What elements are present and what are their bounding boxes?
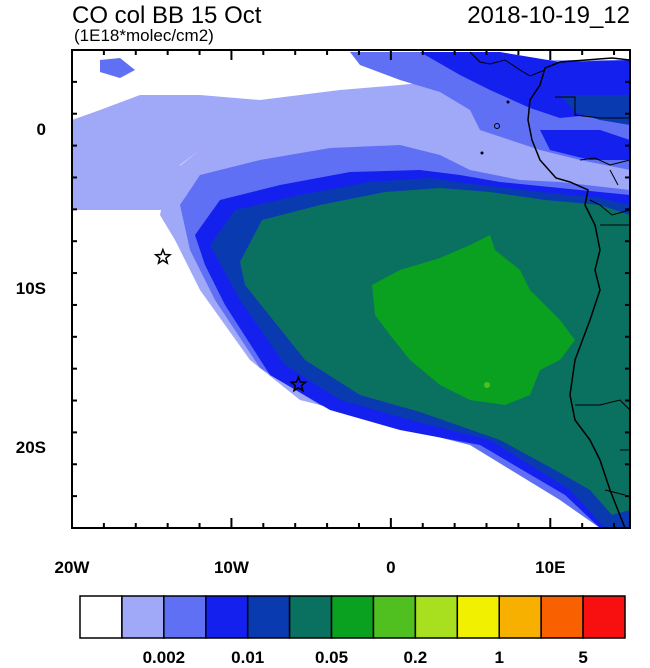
colorbar-label: 1 — [494, 648, 504, 667]
map-title: CO col BB 15 Oct — [72, 2, 262, 29]
colorbar-box — [288, 595, 333, 639]
colorbar-box — [163, 595, 207, 639]
coastline — [527, 57, 631, 529]
colorbar-box — [372, 595, 417, 639]
y-tick-label: 10S — [15, 279, 46, 298]
colorbar-label: 0.002 — [142, 648, 186, 667]
colorbar-label: 0.01 — [231, 648, 265, 667]
island — [480, 151, 484, 155]
colorbar-box — [582, 595, 626, 639]
star-marker — [289, 375, 308, 393]
y-tick-label: 20S — [15, 438, 46, 458]
colorbar-box — [330, 595, 375, 639]
colorbar-label: 0.2 — [403, 648, 428, 667]
axis-ticks — [71, 49, 630, 529]
x-tick-label: 0 — [386, 558, 396, 577]
colorbar-box — [498, 595, 542, 639]
island — [506, 100, 510, 104]
colorbar — [79, 595, 626, 639]
map-frame — [71, 49, 631, 529]
units-label: (1E18*molec/cm2) — [74, 26, 214, 45]
x-tick-label: 10W — [213, 558, 249, 577]
island — [494, 123, 500, 129]
colorbar-box — [205, 595, 249, 639]
plume-layers — [72, 50, 630, 528]
co-level-green — [372, 235, 575, 405]
markers — [153, 247, 308, 393]
co-level-light-green — [484, 382, 490, 388]
x-tick-label: 10E — [535, 558, 566, 577]
x-tick-label: 20W — [54, 558, 90, 577]
country-borders — [469, 51, 631, 496]
date-label: 2018-10-19_12 — [467, 2, 630, 29]
y-tick-label: 0 — [36, 119, 46, 139]
colorbar-box — [79, 595, 123, 639]
colorbar-box — [121, 595, 165, 639]
colorbar-label: 5 — [578, 648, 588, 667]
colorbar-label: 0.05 — [314, 648, 349, 667]
colorbar-box — [540, 595, 584, 639]
star-marker — [153, 247, 172, 265]
colorbar-box — [456, 595, 500, 639]
colorbar-box — [414, 595, 459, 639]
colorbar-box — [246, 595, 291, 639]
